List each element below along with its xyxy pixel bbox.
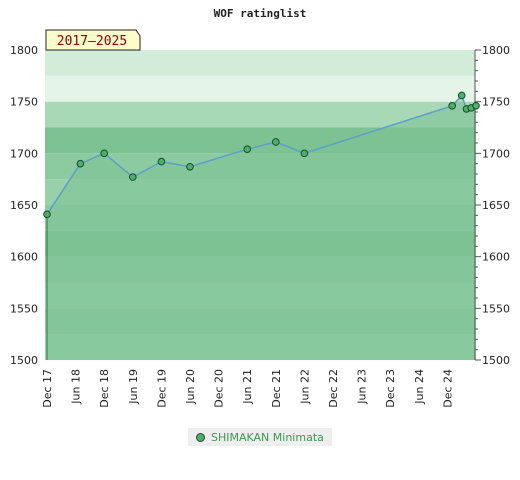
data-point <box>457 91 466 100</box>
data-point <box>472 102 480 110</box>
x-axis: Dec 17 Jun 18 Dec 18 Jun 19 Dec 19 Jun 20 Dec … <box>41 369 454 408</box>
data-point <box>243 145 251 153</box>
y-tick-label-right: 1500 <box>482 354 510 367</box>
background-band <box>45 50 475 76</box>
y-tick-label-left: 1550 <box>10 302 38 315</box>
background-band <box>45 75 475 102</box>
y-tick-label-left: 1650 <box>10 199 38 212</box>
x-tick-label: Dec 22 <box>327 369 340 408</box>
chart-title: WOF ratinglist <box>214 7 307 20</box>
x-tick-label: Dec 24 <box>441 369 454 408</box>
left-y-axis: 1500 1550 1600 1650 1700 1750 1800 <box>10 44 38 367</box>
rating-area <box>47 95 476 360</box>
x-tick-label: Dec 20 <box>213 369 226 408</box>
data-point <box>76 159 85 168</box>
data-points <box>43 91 480 219</box>
year-range-badge: 2017–2025 <box>45 29 141 51</box>
x-tick-label: Dec 21 <box>270 369 283 408</box>
y-tick-label-right: 1800 <box>482 44 510 57</box>
data-point <box>272 138 280 146</box>
x-tick-label: Dec 18 <box>98 369 111 408</box>
legend-marker <box>196 432 205 442</box>
y-tick-label-left: 1700 <box>10 147 38 160</box>
x-tick-label: Jun 24 <box>413 369 426 405</box>
y-tick-label-left: 1500 <box>10 354 38 367</box>
y-tick-label-left: 1600 <box>10 251 38 264</box>
x-tick-label: Jun 22 <box>298 369 311 405</box>
y-tick-label-right: 1750 <box>482 96 510 109</box>
x-tick-label: Jun 23 <box>356 369 369 405</box>
data-point <box>157 157 166 166</box>
data-point <box>100 149 108 158</box>
y-tick-label-left: 1750 <box>10 96 38 109</box>
data-point <box>448 102 456 110</box>
x-tick-label: Dec 17 <box>41 369 54 408</box>
year-range-label: 2017–2025 <box>57 34 127 49</box>
data-point <box>129 173 137 181</box>
data-point <box>43 210 51 219</box>
x-tick-label: Dec 23 <box>384 369 397 408</box>
data-point <box>300 149 309 158</box>
legend: SHIMAKAN Minimata <box>188 428 332 446</box>
legend-label: SHIMAKAN Minimata <box>211 430 324 444</box>
y-tick-label-right: 1650 <box>482 199 510 212</box>
x-tick-label: Jun 21 <box>241 369 254 405</box>
data-point <box>186 162 194 171</box>
y-tick-label-right: 1700 <box>482 147 510 160</box>
x-tick-label: Jun 20 <box>184 369 197 405</box>
x-tick-label: Dec 19 <box>155 369 168 408</box>
x-tick-label: Jun 19 <box>127 369 140 405</box>
y-tick-label-right: 1600 <box>482 251 510 264</box>
x-tick-label: Jun 18 <box>70 369 83 405</box>
right-y-axis: 1500 1550 1600 1650 1700 1750 1800 <box>474 44 510 367</box>
y-tick-label-right: 1550 <box>482 302 510 315</box>
y-tick-label-left: 1800 <box>10 44 38 57</box>
